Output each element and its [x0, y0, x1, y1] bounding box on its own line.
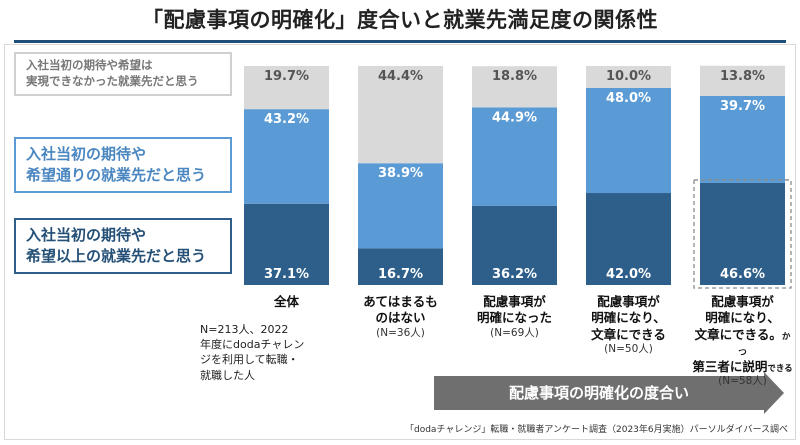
legend-as-expected: 入社当初の期待や 希望通りの就業先だと思う: [14, 137, 232, 193]
data-label: 38.9%: [378, 166, 423, 181]
bar-segment: [472, 205, 557, 285]
bar-segment: [244, 66, 329, 110]
data-label: 37.1%: [264, 267, 309, 282]
category-label-text: 第三者に説明: [692, 359, 768, 374]
category-label-text: 配慮事項が: [711, 294, 774, 309]
legend-as-expected-line-2: 希望通りの就業先だと思う: [26, 166, 207, 184]
category-label-line: 文章にできる: [578, 327, 679, 343]
category-sample-size: (N=50人): [604, 342, 653, 355]
bar-segment: [700, 96, 785, 183]
arrow-label: 配慮事項の明確化の度合い: [508, 384, 689, 402]
sample-note-line: ジを利用して転職・: [200, 353, 299, 367]
data-label: 18.8%: [492, 69, 537, 84]
bar-segment: [700, 182, 785, 285]
bar-segment: [358, 163, 443, 249]
sample-note-line: 就職した人: [200, 368, 255, 382]
category-label-line: 配慮事項が: [578, 294, 679, 310]
bars-group: 37.1% 43.2% 19.7% 16.7% 38.9% 44.4% 36.2% 44.9%…: [244, 65, 792, 289]
category-label-small: できる: [767, 364, 793, 374]
category-label-line: 第三者に説明できる: [692, 359, 793, 375]
category-label-text: 明確になった: [476, 310, 552, 326]
category-label-line: あてはまるも: [350, 294, 451, 310]
sample-note-line: N=213人、2022: [200, 323, 289, 336]
category-sample-size: (N=69人): [490, 326, 539, 339]
legend-exceeded-line-2: 希望以上の就業先だと思う: [26, 247, 207, 265]
data-label: 48.0%: [606, 91, 651, 106]
legend-not-met: 入社当初の期待や希望は 実現できなかった就業先だと思う: [14, 52, 232, 96]
chart-title: 「配慮事項の明確化」度合いと就業先満足度の関係性: [142, 8, 658, 32]
legend-not-met-line-1: 入社当初の期待や希望は: [26, 58, 153, 73]
legend-exceeded-line-1: 入社当初の期待や: [26, 226, 147, 245]
data-label: 16.7%: [378, 267, 423, 282]
category-label-text: あてはまるも: [363, 294, 438, 309]
category-label-line: 配慮事項が: [692, 294, 793, 310]
data-label: 19.7%: [264, 69, 309, 84]
title-underline: [14, 40, 786, 43]
category-label: 配慮事項が 明確になった (N=69人): [464, 294, 565, 340]
category-label-text: 明確になり、: [705, 310, 780, 326]
category-label-text: 文章にできる。: [694, 326, 782, 342]
legend-as-expected-line-1: 入社当初の期待や: [26, 145, 147, 164]
data-label: 42.0%: [606, 267, 651, 282]
legend-not-met-line-2: 実現できなかった就業先だと思う: [26, 74, 199, 88]
legend-exceeded: 入社当初の期待や 希望以上の就業先だと思う: [14, 218, 232, 274]
category-label-text: 全体: [273, 294, 299, 309]
category-label-line: 配慮事項が: [464, 294, 565, 310]
category-sample-size: (N=36人): [376, 326, 425, 339]
sample-note-line: 年度にdodaチャレン: [200, 338, 305, 352]
bar-segment: [472, 66, 557, 108]
chart-frame: [4, 44, 796, 440]
category-label: 配慮事項が 明確になり、 文章にできる (N=50人): [578, 294, 679, 356]
category-sample-size: (N=58人): [718, 375, 767, 388]
category-label-line: のはない: [350, 310, 451, 326]
bar-segment: [244, 203, 329, 285]
data-label: 44.9%: [492, 110, 537, 125]
category-label-line: 文章にできる。かつ: [692, 327, 793, 360]
category-label-text: 配慮事項が: [483, 294, 546, 309]
bar-segment: [244, 109, 329, 204]
category-label-small: かつ: [738, 331, 791, 358]
data-label: 43.2%: [264, 112, 309, 127]
bar-segment: [586, 193, 671, 285]
highlight-box: [693, 179, 792, 289]
category-label-line: 全体: [236, 294, 337, 310]
sample-note: N=213人、2022 年度にdodaチャレン ジを利用して転職・ 就職した人: [200, 322, 320, 383]
category-label-line: 明確になり、: [578, 310, 679, 326]
category-label-text: のはない: [375, 310, 426, 326]
bar-segment: [472, 107, 557, 206]
category-label-line: 明確になった: [464, 310, 565, 326]
data-label: 46.6%: [720, 267, 765, 282]
bar-segment: [700, 65, 785, 97]
data-label: 13.8%: [720, 69, 765, 84]
data-label: 39.7%: [720, 99, 765, 114]
bar-segment: [358, 248, 443, 285]
category-label: 配慮事項が 明確になり、 文章にできる。かつ 第三者に説明できる (N=58人): [692, 294, 793, 389]
source-footer: 「dodaチャレンジ」転職・就職者アンケート調査（2023年6月実施）パーソルダ…: [405, 425, 788, 435]
arrow-shape: [434, 372, 784, 414]
category-label: あてはまるも のはない (N=36人): [350, 294, 451, 340]
category-label-text: 文章にできる: [591, 326, 666, 342]
category-label-text: 配慮事項が: [597, 294, 660, 309]
bar-segment: [586, 66, 671, 88]
data-label: 44.4%: [378, 69, 423, 84]
bar-segment: [358, 66, 443, 164]
data-label: 10.0%: [606, 69, 651, 84]
bar-segment: [586, 87, 671, 194]
category-label: 全体: [236, 294, 337, 310]
data-label: 36.2%: [492, 267, 537, 282]
category-label-text: 明確になり、: [591, 310, 666, 326]
category-label-line: 明確になり、: [692, 310, 793, 326]
